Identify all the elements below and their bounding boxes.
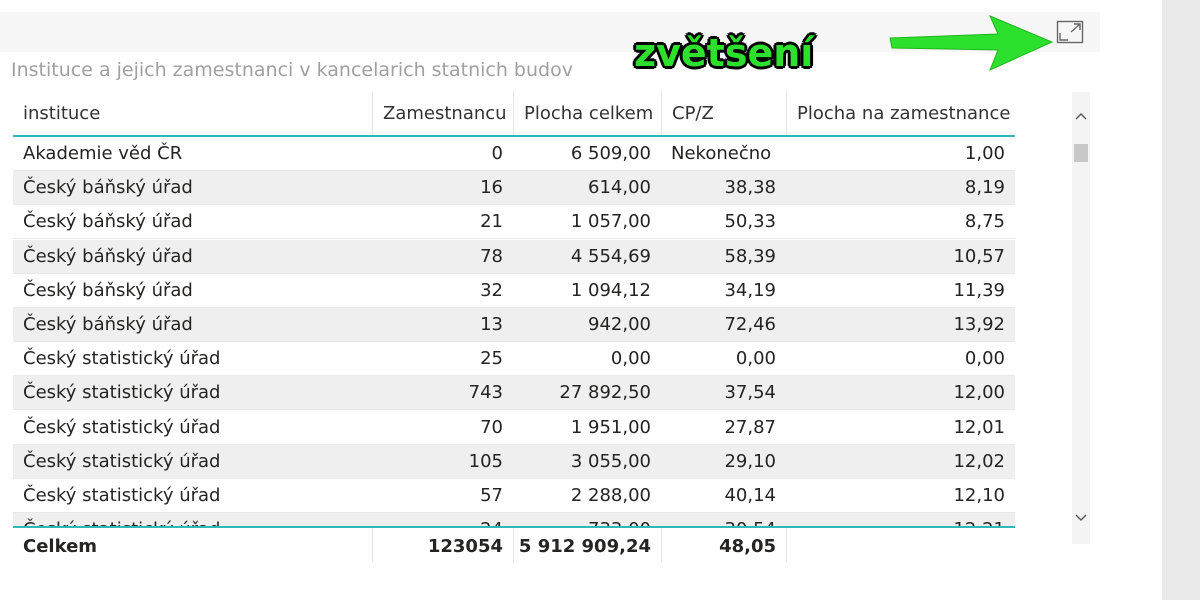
cell-plocha-na-zamestnance: 8,75 bbox=[964, 211, 1005, 233]
cell-plocha-celkem: 0,00 bbox=[610, 348, 651, 370]
table-row[interactable]: Český statistický úřad 70 1 951,00 27,87 12,… bbox=[13, 411, 1015, 445]
cell-cp-z: 38,38 bbox=[724, 177, 776, 199]
scrollbar-thumb[interactable] bbox=[1074, 144, 1088, 162]
cell-plocha-na-zamestnance: 13,92 bbox=[953, 314, 1005, 335]
right-pane bbox=[1162, 0, 1200, 600]
table-body: Akademie věd ČR 0 6 509,00 Nekonečno 1,00 Čes… bbox=[13, 137, 1015, 527]
vertical-scrollbar[interactable] bbox=[1072, 92, 1090, 544]
cell-plocha-na-zamestnance: 12,21 bbox=[786, 513, 1015, 527]
cell-plocha-celkem: 27 892,50 bbox=[559, 382, 651, 404]
visual-title: Instituce a jejich zamestnanci v kancela… bbox=[11, 59, 573, 81]
table-row[interactable]: Český báňský úřad 16 614,00 38,38 8,19 bbox=[13, 171, 1015, 206]
cell-cp-z: 37,54 bbox=[724, 382, 776, 404]
table-header: instituce Zamestnancu Plocha celkem CP/Z… bbox=[13, 92, 1015, 137]
cell-instituce: Český statistický úřad bbox=[23, 485, 221, 506]
cell-cp-z: 0,00 bbox=[735, 348, 776, 370]
cell-instituce: Český báňský úřad bbox=[23, 314, 193, 335]
cell-instituce: Český báňský úřad bbox=[23, 279, 193, 301]
cell-plocha-celkem: 614,00 bbox=[588, 177, 651, 199]
cell-plocha-celkem: 2 288,00 bbox=[570, 485, 651, 506]
cell-instituce: Český statistický úřad bbox=[23, 382, 221, 404]
cell-instituce: Český statistický úřad bbox=[23, 348, 221, 370]
totals-label: Celkem bbox=[23, 535, 98, 557]
table-row[interactable]: Český báňský úřad 21 1 057,00 50,33 8,75 bbox=[13, 205, 1015, 240]
table-row[interactable]: Český statistický úřad 57 2 288,00 40,14 12,… bbox=[13, 479, 1015, 513]
arrow-right-icon bbox=[889, 15, 1054, 71]
cell-plocha-celkem: 733,00 bbox=[513, 513, 661, 527]
column-header-cp-z[interactable]: CP/Z bbox=[661, 92, 786, 135]
cell-instituce: Český báňský úřad bbox=[23, 211, 193, 233]
table-row[interactable]: Akademie věd ČR 0 6 509,00 Nekonečno 1,00 bbox=[13, 137, 1015, 171]
cell-plocha-celkem: 1 057,00 bbox=[570, 211, 651, 233]
cell-plocha-na-zamestnance: 8,19 bbox=[964, 177, 1005, 199]
column-header-plocha-na-zamestnance[interactable]: Plocha na zamestnance bbox=[786, 92, 1015, 135]
cell-zamestnancu: 25 bbox=[480, 348, 503, 370]
cell-zamestnancu: 70 bbox=[480, 416, 503, 438]
cell-plocha-celkem: 942,00 bbox=[588, 314, 651, 335]
cell-plocha-na-zamestnance: 0,00 bbox=[964, 348, 1005, 370]
cell-cp-z: 50,33 bbox=[724, 211, 776, 233]
focus-mode-icon[interactable] bbox=[1056, 20, 1084, 44]
cell-plocha-celkem: 4 554,69 bbox=[570, 245, 651, 267]
cell-plocha-celkem: 1 094,12 bbox=[570, 279, 651, 301]
cell-zamestnancu: 13 bbox=[480, 314, 503, 335]
totals-zamestnancu: 123054 bbox=[372, 528, 513, 562]
cell-zamestnancu: 21 bbox=[480, 211, 503, 233]
cell-plocha-na-zamestnance: 12,00 bbox=[953, 382, 1005, 404]
cell-zamestnancu: 743 bbox=[468, 382, 503, 404]
cell-plocha-na-zamestnance: 1,00 bbox=[964, 143, 1005, 164]
column-header-instituce[interactable]: instituce bbox=[23, 103, 101, 124]
table-row[interactable]: Český statistický úřad 105 3 055,00 29,10 12… bbox=[13, 444, 1015, 479]
table-row[interactable]: Český statistický úřad 743 27 892,50 37,54 1… bbox=[13, 376, 1015, 411]
totals-plocha-celkem: 5 912 909,24 bbox=[513, 528, 661, 562]
totals-plocha-na-zamestnance bbox=[786, 528, 1015, 562]
cell-instituce: Akademie věd ČR bbox=[23, 143, 183, 164]
cell-instituce: Český báňský úřad bbox=[23, 177, 193, 199]
cell-instituce: Český báňský úřad bbox=[23, 245, 193, 267]
callout-label: zvětšení bbox=[634, 31, 814, 75]
cell-cp-z: 27,87 bbox=[724, 416, 776, 438]
cell-plocha-celkem: 6 509,00 bbox=[570, 143, 651, 164]
cell-instituce: Český statistický úřad bbox=[23, 450, 221, 472]
cell-zamestnancu: 16 bbox=[480, 177, 503, 199]
cell-plocha-na-zamestnance: 12,02 bbox=[953, 450, 1005, 472]
cell-cp-z: Nekonečno bbox=[671, 143, 772, 164]
cell-instituce: Český statistický úřad bbox=[23, 416, 221, 438]
chevron-down-icon[interactable] bbox=[1072, 508, 1090, 528]
table-totals-row: Celkem 123054 5 912 909,24 48,05 bbox=[13, 526, 1015, 562]
cell-instituce: Český statistický úřad bbox=[13, 513, 372, 527]
cell-cp-z: 29,10 bbox=[724, 450, 776, 472]
cell-plocha-celkem: 1 951,00 bbox=[570, 416, 651, 438]
cell-zamestnancu: 24 bbox=[372, 513, 513, 527]
cell-plocha-na-zamestnance: 12,10 bbox=[953, 485, 1005, 506]
cell-zamestnancu: 105 bbox=[468, 450, 503, 472]
table-row[interactable]: Český báňský úřad 78 4 554,69 58,39 10,57 bbox=[13, 239, 1015, 274]
cell-zamestnancu: 32 bbox=[480, 279, 503, 301]
chevron-up-icon[interactable] bbox=[1072, 106, 1090, 126]
cell-cp-z: 72,46 bbox=[724, 314, 776, 335]
table-row[interactable]: Český báňský úřad 32 1 094,12 34,19 11,39 bbox=[13, 274, 1015, 308]
totals-cp-z: 48,05 bbox=[661, 528, 786, 562]
cell-plocha-na-zamestnance: 11,39 bbox=[953, 279, 1005, 301]
cell-cp-z: 30,54 bbox=[661, 513, 786, 527]
cell-zamestnancu: 78 bbox=[480, 245, 503, 267]
cell-cp-z: 34,19 bbox=[724, 279, 776, 301]
cell-plocha-celkem: 3 055,00 bbox=[570, 450, 651, 472]
cell-zamestnancu: 0 bbox=[491, 143, 503, 164]
column-header-plocha-celkem[interactable]: Plocha celkem bbox=[513, 92, 661, 135]
column-header-zamestnancu[interactable]: Zamestnancu bbox=[372, 92, 513, 135]
cell-cp-z: 40,14 bbox=[724, 485, 776, 506]
table-row[interactable]: Český statistický úřad 25 0,00 0,00 0,00 bbox=[13, 342, 1015, 377]
cell-plocha-na-zamestnance: 10,57 bbox=[953, 245, 1005, 267]
cell-cp-z: 58,39 bbox=[724, 245, 776, 267]
data-table: instituce Zamestnancu Plocha celkem CP/Z… bbox=[13, 92, 1017, 562]
cell-plocha-na-zamestnance: 12,01 bbox=[953, 416, 1005, 438]
table-row[interactable]: Český báňský úřad 13 942,00 72,46 13,92 bbox=[13, 308, 1015, 342]
cell-zamestnancu: 57 bbox=[480, 485, 503, 506]
